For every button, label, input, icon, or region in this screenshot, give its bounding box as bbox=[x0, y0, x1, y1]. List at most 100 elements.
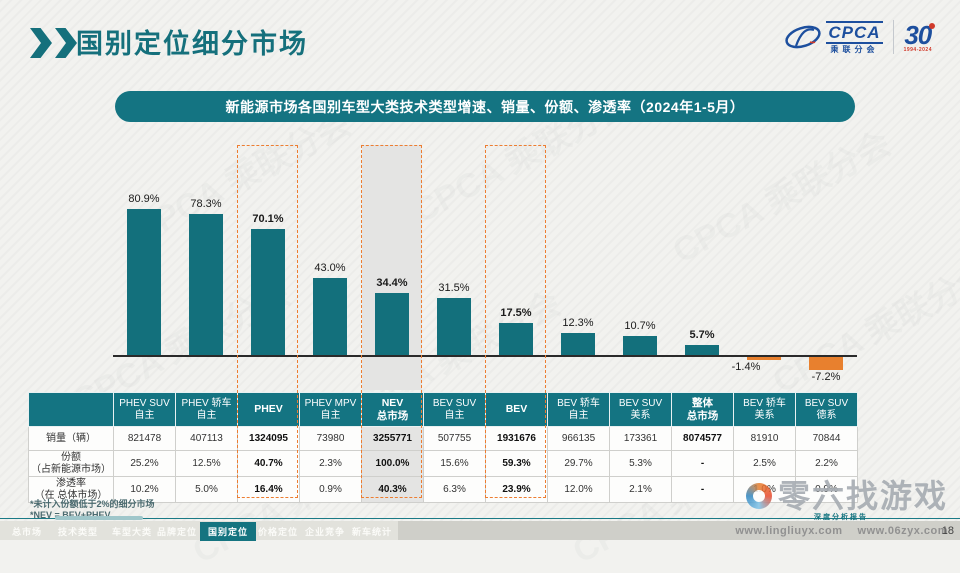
bar-slot: 10.7% bbox=[609, 140, 671, 390]
section-navbar: 总市场 技术类型 车型大类 品牌定位 国别定位 价格定位 企业竞争 新车统计 bbox=[0, 521, 960, 541]
table-cell: 2.5% bbox=[733, 450, 796, 477]
table-cell: 15.6% bbox=[423, 450, 486, 477]
navbar-background bbox=[0, 521, 398, 540]
table-cell: 173361 bbox=[609, 426, 672, 451]
table-cell: 100.0% bbox=[361, 450, 424, 477]
table-cell: 40.7% bbox=[237, 450, 300, 477]
table-column-header: BEV SUV 自主 bbox=[423, 392, 486, 427]
table-cell: 966135 bbox=[547, 426, 610, 451]
bar-value-label: 43.0% bbox=[314, 262, 346, 274]
bar-value-label: 34.4% bbox=[376, 277, 408, 289]
data-bar bbox=[437, 298, 471, 355]
table-cell: 12.0% bbox=[547, 476, 610, 503]
table-cell: 1931676 bbox=[485, 426, 548, 451]
table-cell: 10.2% bbox=[113, 476, 176, 503]
nav-item-1[interactable]: 总市场 bbox=[12, 527, 43, 537]
bar-value-label: 10.7% bbox=[624, 320, 656, 332]
table-cell: 6.3% bbox=[423, 476, 486, 503]
table-cell: 1324095 bbox=[237, 426, 300, 451]
table-column-header: PHEV bbox=[237, 392, 300, 427]
bar-slot: 34.4% bbox=[361, 140, 423, 390]
page-number: 18 bbox=[941, 525, 954, 537]
bar-value-label: 12.3% bbox=[562, 317, 594, 329]
data-bar bbox=[747, 357, 781, 360]
table-cell: 2.3% bbox=[299, 450, 362, 477]
nav-item-4[interactable]: 品牌定位 bbox=[157, 527, 198, 537]
cpca-chinese-name: 乘联分会 bbox=[830, 44, 879, 54]
table-row-header: 渗透率 （在 总体市场） bbox=[28, 476, 114, 503]
logo-group: CPCA 乘联分会 30 1994-2024 bbox=[784, 20, 935, 54]
nav-item-3[interactable]: 车型大类 bbox=[112, 527, 153, 537]
nav-item-5[interactable]: 国别定位 bbox=[200, 522, 257, 541]
table-row-header: 份额 （占新能源市场） bbox=[28, 450, 114, 477]
bar-value-label: 17.5% bbox=[500, 307, 532, 319]
bar-value-label: 70.1% bbox=[252, 213, 284, 225]
anniversary-years: 1994-2024 bbox=[903, 46, 932, 53]
bar-value-label: -7.2% bbox=[811, 371, 841, 383]
footer-accent-bar bbox=[55, 516, 143, 520]
table-cell: 70844 bbox=[795, 426, 858, 451]
cpca-logo: CPCA 乘联分会 bbox=[784, 20, 883, 54]
table-row: 销量（辆） 821478 407113 1324095 73980 3255771 5077… bbox=[28, 426, 858, 451]
slide: CPCA 乘联分会 CPCA 乘联分会 CPCA 乘联分会 CPCA 乘联分会 CPCA… bbox=[0, 0, 960, 541]
table-column-header: BEV 轿车 美系 bbox=[733, 392, 796, 427]
table-column-header: 整体 总市场 bbox=[671, 392, 734, 427]
data-bar bbox=[375, 293, 409, 355]
table-cell: 25.2% bbox=[113, 450, 176, 477]
table-cell: 8074577 bbox=[671, 426, 734, 451]
table-cell: 12.5% bbox=[175, 450, 238, 477]
bar-value-label: 31.5% bbox=[438, 282, 470, 294]
cpca-wordmark: CPCA 乘联分会 bbox=[826, 20, 883, 54]
nav-item-2[interactable]: 技术类型 bbox=[58, 527, 99, 537]
table-cell: 0.9% bbox=[795, 476, 858, 503]
nav-item-7[interactable]: 企业竞争 bbox=[305, 527, 346, 537]
bar-value-label: -1.4% bbox=[731, 361, 761, 373]
x-axis-line bbox=[113, 355, 857, 357]
table-corner-cell bbox=[28, 392, 114, 427]
table-row: 渗透率 （在 总体市场） 10.2% 5.0% 16.4% 0.9% 40.3% 6.3% 2… bbox=[28, 476, 858, 503]
table-cell: 407113 bbox=[175, 426, 238, 451]
nav-item-8[interactable]: 新车统计 bbox=[352, 527, 393, 537]
bar-slot: 80.9% bbox=[113, 140, 175, 390]
data-bar bbox=[251, 229, 285, 355]
table-cell: 73980 bbox=[299, 426, 362, 451]
bar-chart: 80.9% 78.3% 70.1% 43.0% 34.4% 31.5% 17.5% 12.3%… bbox=[113, 140, 857, 390]
cpca-acronym: CPCA bbox=[826, 20, 883, 44]
footnotes: *未计入份额低于2%的细分市场 *NEV = BEV+PHEV bbox=[30, 499, 155, 521]
table-cell: 3255771 bbox=[361, 426, 424, 451]
table-column-header: BEV SUV 德系 bbox=[795, 392, 858, 427]
bar-slot: 78.3% bbox=[175, 140, 237, 390]
bar-value-label: 5.7% bbox=[689, 329, 715, 341]
bar-slot: -7.2% bbox=[795, 140, 857, 390]
table-cell: - bbox=[671, 450, 734, 477]
bar-slot: 12.3% bbox=[547, 140, 609, 390]
table-cell: 40.3% bbox=[361, 476, 424, 503]
data-bar bbox=[189, 214, 223, 355]
anniversary-30-logo: 30 1994-2024 bbox=[903, 22, 935, 53]
data-bar bbox=[313, 278, 347, 355]
double-chevron-icon bbox=[30, 28, 77, 58]
table-column-header: BEV SUV 美系 bbox=[609, 392, 672, 427]
data-bar bbox=[685, 345, 719, 355]
table-cell: 29.7% bbox=[547, 450, 610, 477]
site-tagline: 深度分析报告 bbox=[814, 514, 868, 521]
table-column-header: PHEV 轿车 自主 bbox=[175, 392, 238, 427]
cpca-swoosh-icon bbox=[785, 25, 822, 49]
table-row: 份额 （占新能源市场） 25.2% 12.5% 40.7% 2.3% 100.0% 15.6… bbox=[28, 450, 858, 477]
nav-item-6[interactable]: 价格定位 bbox=[258, 527, 299, 537]
chevron-right-icon bbox=[30, 28, 52, 58]
site-watermark: 零六找游戏 深度分析报告 www.lingliuyx.com www.06zyx… bbox=[735, 480, 948, 538]
bar-slot: 43.0% bbox=[299, 140, 361, 390]
footer-divider-line bbox=[0, 518, 960, 519]
table-column-header: BEV bbox=[485, 392, 548, 427]
table-cell: 23.9% bbox=[485, 476, 548, 503]
anniversary-dot-icon bbox=[929, 22, 935, 29]
table-column-header: NEV 总市场 bbox=[361, 392, 424, 427]
logo-divider bbox=[892, 20, 894, 54]
data-bar bbox=[127, 209, 161, 355]
table-cell: 821478 bbox=[113, 426, 176, 451]
table-cell: 59.3% bbox=[485, 450, 548, 477]
chart-title-banner: 新能源市场各国别车型大类技术类型增速、销量、份额、渗透率（2024年1-5月） bbox=[115, 91, 855, 122]
table-cell: - bbox=[671, 476, 734, 503]
chevron-right-icon bbox=[55, 28, 77, 58]
